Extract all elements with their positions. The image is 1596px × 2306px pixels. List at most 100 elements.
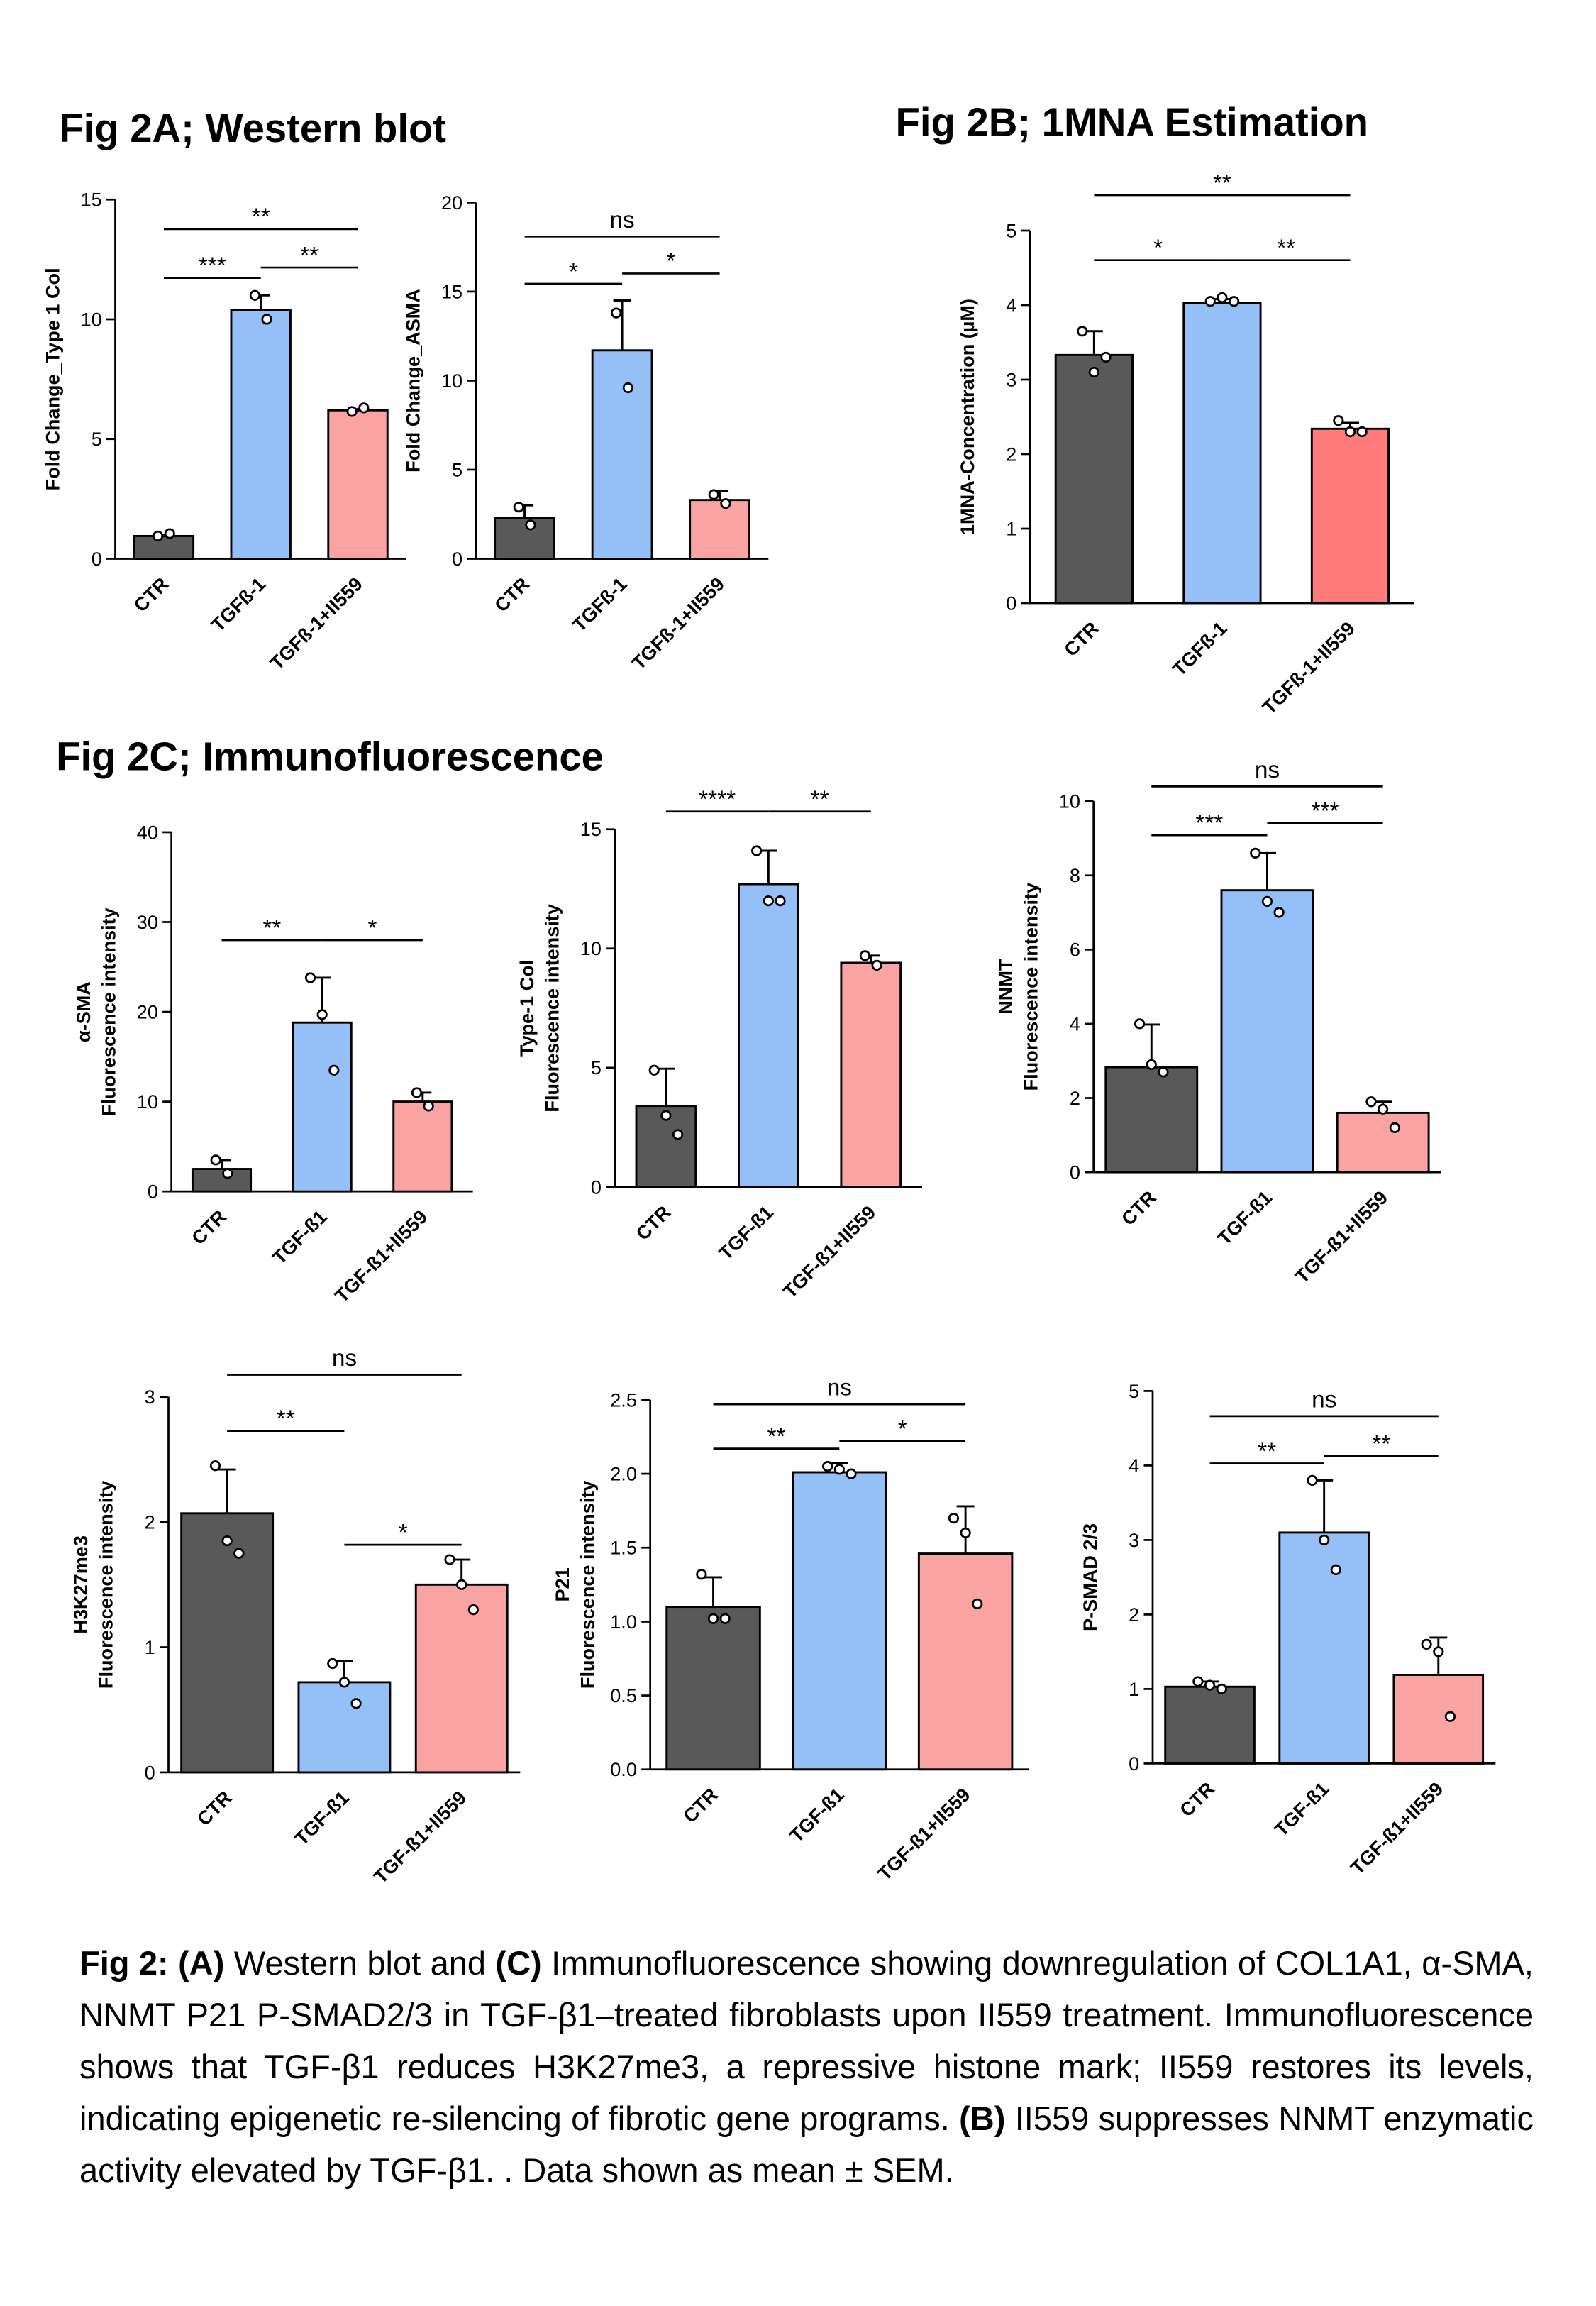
data-point xyxy=(1228,296,1240,307)
bar-chart: 0 5 10 15 Fold Change_Type 1 Col CTR TGFß-1TGF… xyxy=(41,189,406,674)
y-tick-label: 4 xyxy=(1006,294,1016,316)
bar xyxy=(689,499,750,560)
data-point xyxy=(304,972,316,983)
y-tick-label: 3 xyxy=(145,1386,155,1408)
significance-label: ns xyxy=(1312,1386,1336,1413)
y-tick-label: 1 xyxy=(1129,1678,1139,1700)
data-point xyxy=(513,502,524,513)
x-tick-label: TGF-ß1 xyxy=(1213,1186,1276,1249)
y-tick-label: 1.0 xyxy=(610,1611,637,1633)
data-point xyxy=(846,1468,857,1479)
caption: Fig 2: (A) Western blot and (C) Immunofl… xyxy=(79,1937,1534,2196)
y-tick-label: 15 xyxy=(81,189,102,211)
bar xyxy=(591,349,653,560)
section-heading: Fig 2B; 1MNA Estimation xyxy=(896,100,1369,145)
data-point xyxy=(249,289,260,301)
x-tick-label: CTR xyxy=(1117,1186,1160,1230)
x-tick-label: TGF-ß1 xyxy=(714,1201,777,1264)
data-point xyxy=(1100,351,1112,363)
bar xyxy=(180,1512,275,1774)
data-point xyxy=(316,1009,328,1020)
y-axis-label: Fold Change_ASMA xyxy=(402,289,424,473)
bar xyxy=(737,883,799,1188)
data-point xyxy=(358,402,370,414)
y-tick-label: 40 xyxy=(137,821,158,843)
data-point xyxy=(1273,907,1285,918)
data-point xyxy=(859,950,871,961)
data-point xyxy=(1307,1474,1318,1486)
data-point xyxy=(822,1461,833,1472)
significance-label: * xyxy=(1153,235,1163,261)
data-point xyxy=(871,959,882,971)
data-point xyxy=(1192,1676,1204,1687)
y-tick-label: 5 xyxy=(452,458,462,480)
data-point xyxy=(152,530,164,542)
data-point xyxy=(327,1657,338,1670)
y-axis-label: Fluorescence intensity xyxy=(577,1481,599,1689)
x-tick-label: TGF-ß1+II559 xyxy=(370,1787,471,1888)
significance-label: * xyxy=(368,915,377,942)
data-point xyxy=(707,1613,719,1624)
y-axis-label: Fold Change_Type 1 Col xyxy=(41,267,63,490)
y-tick-label: 20 xyxy=(137,1000,158,1022)
x-tick-label: TGFß-1+II559 xyxy=(1258,617,1359,719)
x-tick-label: TGFß-1 xyxy=(206,573,270,636)
bar-chart: 0 5 10 15 20 Fold Change_ASMA CTR TGFß-1TGFß-1+… xyxy=(402,192,769,674)
x-tick-label: TGF-ß1 xyxy=(1270,1777,1333,1841)
bar xyxy=(1336,1111,1430,1174)
significance-label: ** xyxy=(1372,1431,1390,1457)
data-point xyxy=(233,1548,245,1559)
y-axis-label: Fluorescence intensity xyxy=(541,904,563,1112)
data-point xyxy=(1204,1679,1216,1691)
caption-text: Immunofluorescence showing downregulatio… xyxy=(79,1944,1534,2137)
data-point xyxy=(672,1129,684,1140)
y-tick-label: 6 xyxy=(1070,939,1080,961)
significance-label: ** xyxy=(1277,235,1295,261)
data-point xyxy=(210,1154,221,1166)
data-point xyxy=(467,1604,479,1616)
data-point xyxy=(444,1554,455,1565)
bar-chart: 0 10 20 30 40 α-SMA Fluorescence intensity CTR T… xyxy=(72,821,473,1307)
data-point xyxy=(1319,1534,1330,1546)
data-point xyxy=(719,1613,731,1624)
bar-chart: 0 1 2 3 4 5 1MNA-Concentration (µM) CTR TGFß-1 TG… xyxy=(956,170,1414,719)
y-tick-label: 2.0 xyxy=(610,1462,637,1484)
data-point xyxy=(1444,1711,1456,1722)
y-tick-label: 0 xyxy=(591,1176,602,1198)
bar xyxy=(792,1471,887,1771)
data-point xyxy=(222,1168,233,1179)
y-tick-label: 2.5 xyxy=(610,1389,637,1411)
y-tick-label: 2 xyxy=(1006,443,1016,465)
bar-chart: 0 2 4 6 8 10 NNMT Fluorescence intensity CTR TGF-… xyxy=(994,757,1441,1288)
y-tick-label: 10 xyxy=(580,937,602,959)
y-tick-label: 10 xyxy=(1059,790,1080,812)
y-axis-label: NNMT xyxy=(994,959,1016,1015)
data-point xyxy=(1365,1096,1377,1108)
y-tick-label: 0.0 xyxy=(610,1758,637,1780)
data-point xyxy=(960,1527,971,1539)
data-point xyxy=(350,1698,362,1709)
data-point xyxy=(328,1064,340,1076)
bar xyxy=(1164,1685,1256,1765)
bar xyxy=(133,534,195,560)
bar xyxy=(1220,889,1314,1174)
data-point xyxy=(1378,1103,1389,1115)
y-axis-label: Fluorescence intensity xyxy=(98,907,120,1115)
y-tick-label: 5 xyxy=(591,1057,602,1078)
x-tick-label: TGFß-1 xyxy=(568,573,631,636)
data-point xyxy=(261,314,272,325)
caption-text: (B) xyxy=(959,2100,1006,2137)
bar xyxy=(1104,1066,1199,1174)
data-point xyxy=(622,382,634,394)
significance-label: ** xyxy=(767,1423,785,1450)
bar xyxy=(297,1681,392,1774)
significance-label: ns xyxy=(827,1375,852,1401)
y-tick-label: 3 xyxy=(1129,1529,1139,1551)
y-tick-label: 2 xyxy=(1070,1087,1080,1109)
x-tick-label: TGF-ß1+II559 xyxy=(779,1201,880,1303)
data-point xyxy=(660,1110,672,1121)
significance-label: ** xyxy=(811,787,829,813)
data-point xyxy=(209,1460,221,1472)
